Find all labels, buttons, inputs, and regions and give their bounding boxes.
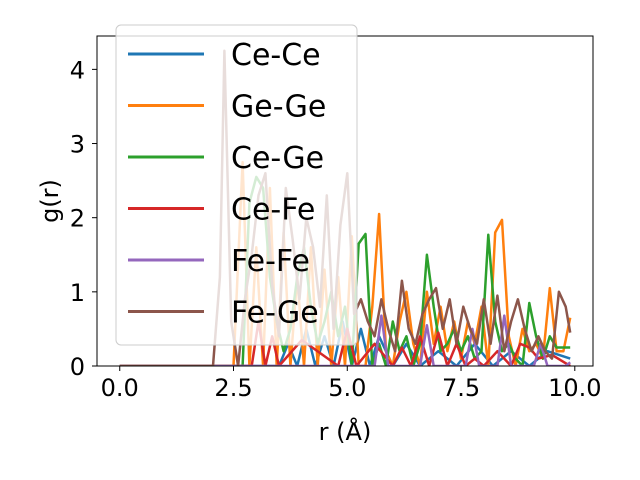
- legend-label: Ce-Ge: [231, 141, 324, 176]
- series-line-ce-fe: [119, 320, 571, 366]
- y-tick-label: 3: [70, 131, 85, 159]
- x-tick-label: 5.0: [328, 374, 366, 402]
- y-tick-label: 1: [70, 279, 85, 307]
- y-axis-label: g(r): [36, 179, 64, 223]
- x-tick-label: 7.5: [442, 374, 480, 402]
- y-tick-label: 2: [70, 205, 85, 233]
- legend-label: Fe-Ge: [231, 296, 319, 331]
- y-axis: 0 1 2 3 4: [70, 56, 97, 381]
- legend-label: Fe-Fe: [231, 244, 310, 279]
- x-tick-label: 0.0: [101, 374, 139, 402]
- legend: Ce-Ce Ge-Ge Ce-Ge Ce-Fe Fe-Fe Fe-Ge: [115, 24, 358, 346]
- x-axis-label: r (Å): [319, 417, 372, 446]
- x-tick-label: 2.5: [214, 374, 252, 402]
- x-tick-label: 10.0: [548, 374, 601, 402]
- x-axis: 0.0 2.5 5.0 7.5 10.0: [101, 366, 602, 402]
- y-tick-label: 0: [70, 353, 85, 381]
- y-tick-label: 4: [70, 56, 85, 84]
- legend-label: Ce-Ce: [231, 38, 321, 73]
- legend-label: Ce-Fe: [231, 193, 315, 228]
- legend-label: Ge-Ge: [231, 90, 326, 125]
